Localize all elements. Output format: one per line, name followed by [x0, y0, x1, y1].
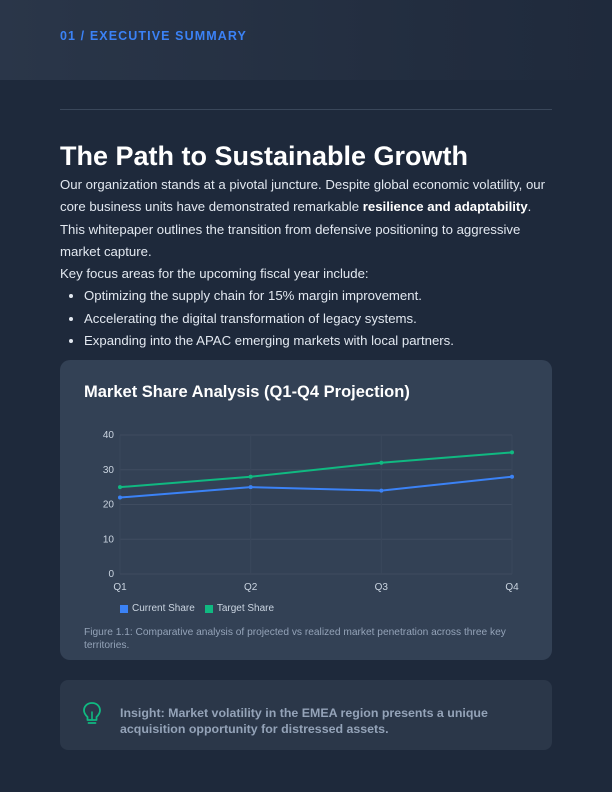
list-item: Expanding into the APAC emerging markets…: [84, 330, 552, 352]
x-tick-label: Q2: [244, 582, 258, 593]
legend-label-target: Target Share: [216, 603, 275, 614]
focus-intro: Key focus areas for the upcoming fiscal …: [60, 266, 369, 282]
intro-text-2: . This whitepaper outlines the transitio…: [60, 199, 532, 259]
y-tick-label: 30: [103, 465, 115, 476]
series-line: [119, 451, 513, 489]
data-point: [118, 485, 122, 490]
data-point: [379, 488, 384, 493]
data-point: [248, 485, 253, 490]
lightbulb-icon: [82, 701, 102, 732]
intro-emphasis: resilience and adaptability: [362, 199, 528, 215]
legend-item-current: Current Share: [120, 603, 195, 614]
header-band: 01 / EXECUTIVE SUMMARY: [0, 0, 612, 80]
data-point: [510, 450, 514, 455]
chart-legend: Current Share Target Share: [120, 603, 274, 614]
insight-text: Insight: Market volatility in the EMEA r…: [120, 706, 488, 736]
legend-item-target: Target Share: [204, 603, 275, 614]
x-tick-label: Q1: [113, 582, 127, 593]
list-item: Optimizing the supply chain for 15% marg…: [84, 285, 552, 307]
legend-swatch-current: [120, 604, 128, 613]
data-point: [379, 460, 384, 465]
data-point: [510, 474, 514, 479]
x-tick-label: Q3: [375, 582, 389, 593]
line-chart: 0 10 20 30 40 Q1 Q2 Q3 Q4: [103, 430, 519, 593]
intro-paragraph: Our organization stands at a pivotal jun…: [60, 174, 552, 263]
divider: [60, 109, 552, 110]
intro-text-1: Our organization stands at a pivotal jun…: [60, 177, 546, 215]
data-point: [248, 474, 253, 479]
section-label: 01 / EXECUTIVE SUMMARY: [60, 29, 247, 43]
y-tick-label: 0: [108, 569, 114, 580]
focus-list: Optimizing the supply chain for 15% marg…: [60, 285, 552, 352]
figure-caption: Figure 1.1: Comparative analysis of proj…: [84, 627, 506, 651]
list-item: Accelerating the digital transformation …: [84, 308, 552, 330]
insight-callout: Insight: Market volatility in the EMEA r…: [60, 680, 552, 750]
y-tick-label: 40: [103, 430, 115, 441]
page-title: The Path to Sustainable Growth: [60, 141, 469, 171]
legend-swatch-target: [204, 604, 213, 613]
chart-title: Market Share Analysis (Q1-Q4 Projection): [84, 383, 410, 401]
series-line: [119, 475, 513, 499]
article-body: Our organization stands at a pivotal jun…: [60, 174, 552, 352]
y-tick-label: 20: [103, 500, 115, 511]
legend-label-current: Current Share: [132, 603, 195, 614]
x-tick-label: Q4: [505, 582, 519, 593]
data-point: [118, 495, 122, 500]
y-tick-label: 10: [103, 534, 115, 545]
chart-card: Market Share Analysis (Q1-Q4 Projection)…: [60, 360, 552, 660]
